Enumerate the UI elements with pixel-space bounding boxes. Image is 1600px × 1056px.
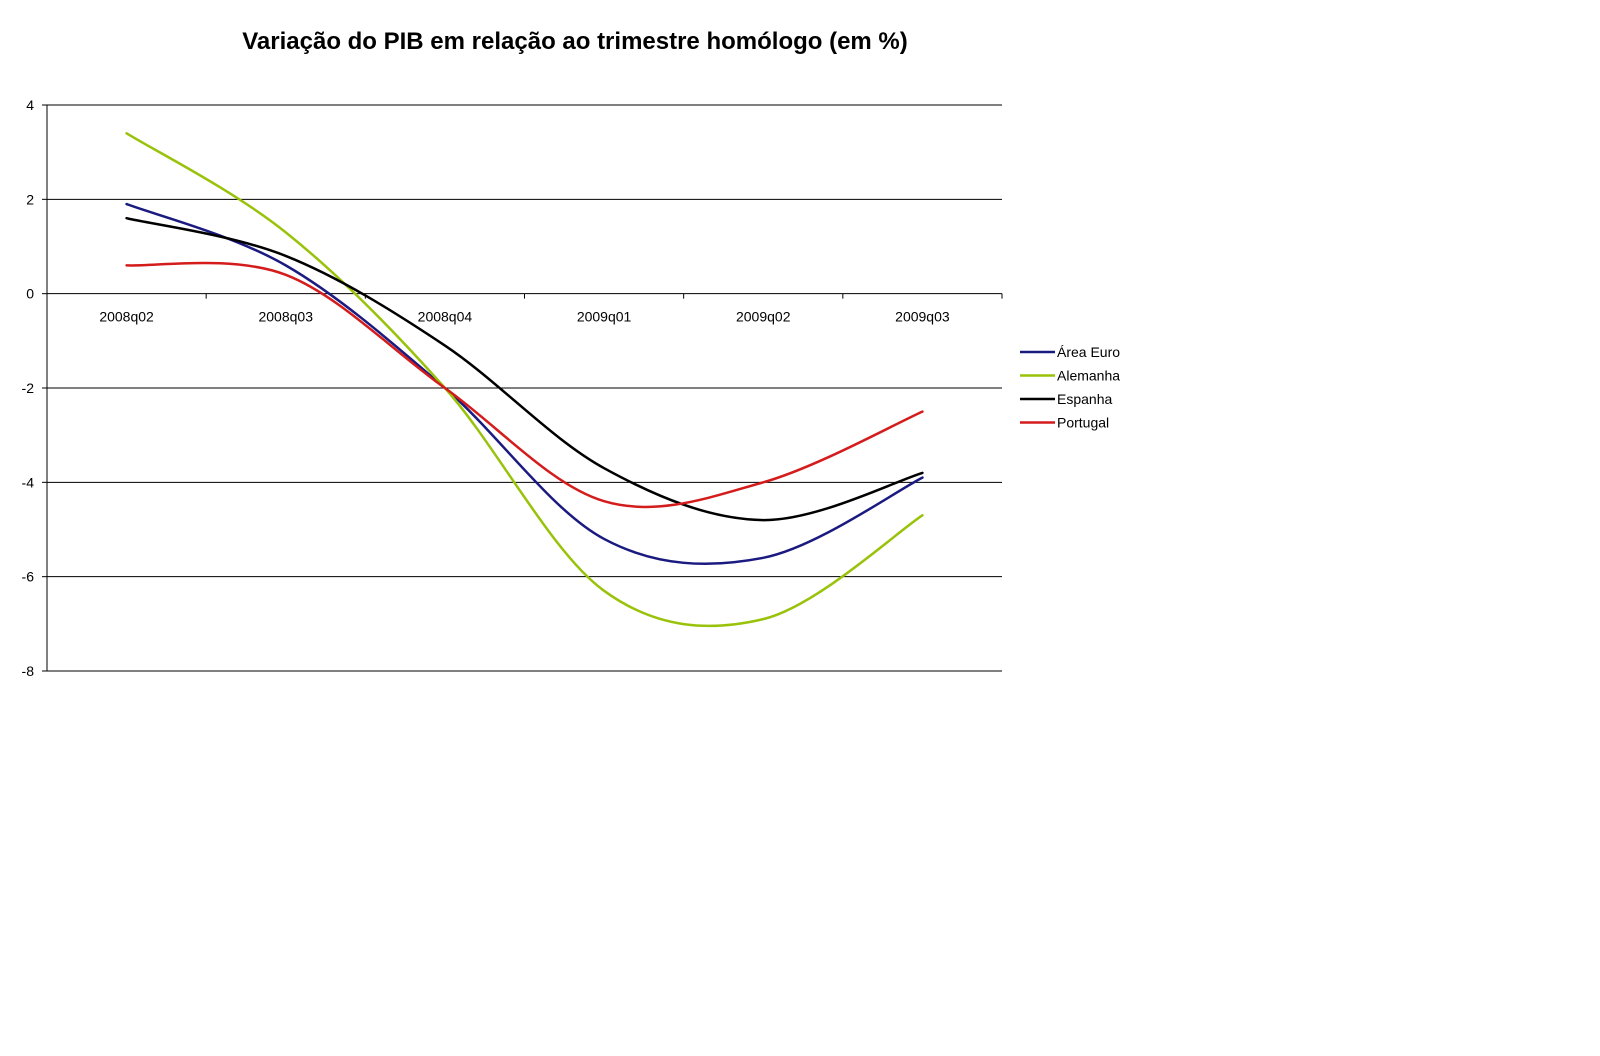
data-point: [285, 265, 286, 266]
x-tick-label: 2008q04: [418, 309, 473, 325]
data-point: [922, 472, 923, 473]
legend-label: Portugal: [1057, 415, 1109, 431]
x-tick-label: 2009q01: [577, 309, 632, 325]
series-line: [125, 216, 924, 522]
data-point: [444, 388, 445, 389]
legend-label: Área Euro: [1057, 344, 1120, 360]
x-tick-label: 2009q02: [736, 309, 791, 325]
y-tick-label: -6: [22, 569, 35, 585]
x-tick-label: 2009q03: [895, 309, 950, 325]
data-point: [444, 345, 445, 346]
gridlines: [47, 104, 1002, 672]
y-tick-label: 4: [26, 97, 34, 113]
data-point: [763, 557, 764, 558]
legend-label: Espanha: [1057, 391, 1112, 407]
series-lines: [125, 132, 924, 628]
data-point: [604, 538, 605, 539]
data-point: [126, 133, 127, 134]
data-point: [285, 255, 286, 256]
y-tick-label: -2: [22, 380, 35, 396]
data-point: [604, 468, 605, 469]
data-point: [126, 265, 127, 266]
data-point: [126, 204, 127, 205]
data-point: [763, 619, 764, 620]
data-point: [285, 274, 286, 275]
data-point: [922, 515, 923, 516]
data-point: [922, 477, 923, 478]
data-point: [126, 218, 127, 219]
data-point: [763, 520, 764, 521]
legend: Área Euro Alemanha Espanha Portugal: [1020, 344, 1120, 431]
y-tick-label: -8: [22, 663, 35, 679]
x-tick-label: 2008q02: [99, 309, 154, 325]
series-line: [125, 202, 924, 566]
data-point: [604, 501, 605, 502]
y-tick-label: 2: [26, 191, 34, 207]
y-tick-label: 0: [26, 286, 34, 302]
series-line: [125, 261, 924, 509]
axes: 4 2 0 -2 -4 -6 -8 2008q02 2008q03 2008q04 2009q01 2…: [22, 97, 1003, 679]
series-line: [125, 132, 924, 628]
data-point: [763, 482, 764, 483]
data-point: [604, 590, 605, 591]
x-tick-label: 2008q03: [258, 309, 313, 325]
data-point: [285, 232, 286, 233]
y-tick-label: -4: [22, 474, 35, 490]
legend-label: Alemanha: [1057, 368, 1120, 384]
data-point: [922, 411, 923, 412]
chart-title: Variação do PIB em relação ao trimestre …: [242, 28, 908, 55]
